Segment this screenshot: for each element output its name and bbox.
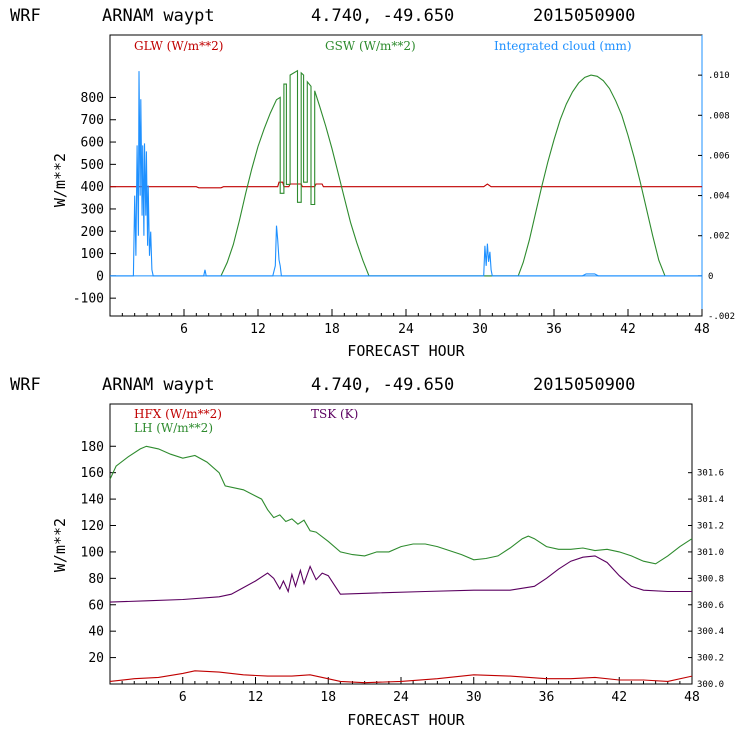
y-tick-label: -100 <box>73 292 104 307</box>
legend-hfx: HFX (W/m**2) <box>134 407 222 421</box>
y-tick-label: 500 <box>81 158 104 173</box>
x-tick-label: 30 <box>466 690 482 705</box>
y2-tick-label: 301.4 <box>697 495 724 505</box>
y2-tick-label: 301.2 <box>697 522 724 532</box>
y-tick-label: 40 <box>88 625 104 640</box>
header-location: ARNAM waypt <box>102 6 215 26</box>
header-model: WRF <box>10 6 41 26</box>
x-tick-label: 42 <box>611 690 627 705</box>
chart-top: WRF ARNAM waypt 4.740, -49.650 201505090… <box>10 6 735 360</box>
x-tick-label: 12 <box>248 690 264 705</box>
y2-tick-label: .010 <box>708 71 730 81</box>
y-tick-label: 180 <box>81 440 104 455</box>
y-tick-label: 0 <box>96 269 104 284</box>
y-axis-label: W/m**2 <box>51 153 69 207</box>
header-init: 2015050900 <box>533 6 635 26</box>
y2-tick-label: -.002 <box>708 312 735 322</box>
legend-glw: GLW (W/m**2) <box>134 39 223 53</box>
y2-tick-label: 0 <box>708 272 713 282</box>
header-coords: 4.740, -49.650 <box>311 375 454 395</box>
y2-tick-label: 300.0 <box>697 680 724 690</box>
y-tick-label: 140 <box>81 493 104 508</box>
x-tick-label: 6 <box>179 690 187 705</box>
y2-tick-label: .008 <box>708 111 730 121</box>
x-tick-label: 42 <box>620 322 636 337</box>
x-tick-label: 24 <box>398 322 414 337</box>
header-coords: 4.740, -49.650 <box>311 6 454 26</box>
series-glw <box>110 181 702 189</box>
series-gsw <box>220 69 666 277</box>
y2-tick-label: .006 <box>708 151 730 161</box>
x-tick-label: 18 <box>320 690 336 705</box>
y-tick-label: 400 <box>81 180 104 195</box>
series-tsk <box>109 555 692 603</box>
x-tick-label: 24 <box>393 690 409 705</box>
x-tick-label: 18 <box>324 322 340 337</box>
series-integrated-cloud <box>110 71 702 277</box>
y-tick-label: 200 <box>81 225 104 240</box>
legend-lh: LH (W/m**2) <box>134 421 213 435</box>
plot-frame <box>109 403 693 685</box>
legend-tsk: TSK (K) <box>311 407 358 421</box>
x-tick-label: 48 <box>694 322 710 337</box>
y2-tick-label: 301.6 <box>697 469 724 479</box>
y-tick-label: 300 <box>81 202 104 217</box>
y-tick-label: 800 <box>81 91 104 106</box>
header-model: WRF <box>10 375 41 395</box>
y-tick-label: 700 <box>81 113 104 128</box>
y-tick-label: 160 <box>81 466 104 481</box>
legend-cloud: Integrated cloud (mm) <box>494 39 632 53</box>
chart-bottom: WRF ARNAM waypt 4.740, -49.650 201505090… <box>10 375 724 729</box>
y-tick-label: 20 <box>88 651 104 666</box>
x-tick-label: 6 <box>180 322 188 337</box>
header-init: 2015050900 <box>533 375 635 395</box>
x-tick-label: 30 <box>472 322 488 337</box>
y-tick-label: 100 <box>81 247 104 262</box>
y2-tick-label: 301.0 <box>697 548 724 558</box>
y2-tick-label: 300.2 <box>697 654 724 664</box>
y2-tick-label: 300.6 <box>697 601 724 611</box>
x-tick-label: 36 <box>539 690 555 705</box>
y-tick-label: 80 <box>88 572 104 587</box>
y2-tick-label: .004 <box>708 192 730 202</box>
x-tick-label: 36 <box>546 322 562 337</box>
x-tick-label: 12 <box>250 322 266 337</box>
y2-tick-label: 300.4 <box>697 627 724 637</box>
y-tick-label: 100 <box>81 545 104 560</box>
legend-gsw: GSW (W/m**2) <box>325 39 416 53</box>
y-tick-label: 60 <box>88 598 104 613</box>
header-location: ARNAM waypt <box>102 375 215 395</box>
series-lh <box>109 445 693 565</box>
y-tick-label: 600 <box>81 136 104 151</box>
y-axis-label: W/m**2 <box>51 518 69 572</box>
x-axis-label: FORECAST HOUR <box>347 711 465 729</box>
y2-tick-label: .002 <box>708 232 730 242</box>
x-axis-label: FORECAST HOUR <box>347 342 465 360</box>
y2-tick-label: 300.8 <box>697 574 724 584</box>
plot-frame <box>109 34 703 317</box>
series-hfx <box>109 670 693 684</box>
x-tick-label: 48 <box>684 690 700 705</box>
y-tick-label: 120 <box>81 519 104 534</box>
